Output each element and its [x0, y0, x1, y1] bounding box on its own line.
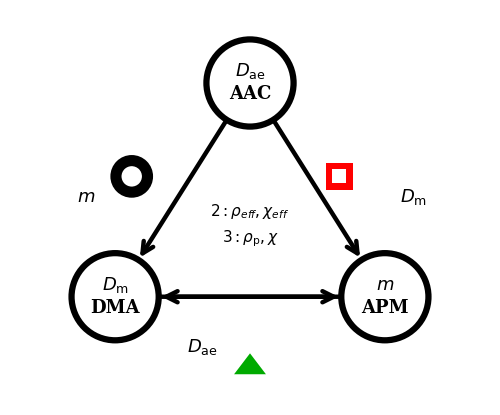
- Circle shape: [342, 253, 428, 340]
- Text: $D_{\mathrm{m}}$: $D_{\mathrm{m}}$: [400, 187, 427, 207]
- Text: $D_{\mathrm{ae}}$: $D_{\mathrm{ae}}$: [187, 337, 218, 356]
- FancyBboxPatch shape: [332, 169, 346, 183]
- Text: $m$: $m$: [77, 188, 95, 206]
- Text: $D_{\mathrm{m}}$: $D_{\mathrm{m}}$: [102, 275, 128, 295]
- Circle shape: [206, 39, 294, 127]
- Text: $D_{\mathrm{ae}}$: $D_{\mathrm{ae}}$: [234, 61, 266, 81]
- Polygon shape: [234, 353, 266, 374]
- Circle shape: [72, 253, 158, 340]
- Text: $3: \rho_{\mathrm{p}}, \chi$: $3: \rho_{\mathrm{p}}, \chi$: [222, 228, 278, 249]
- FancyBboxPatch shape: [326, 163, 352, 190]
- Text: AAC: AAC: [229, 85, 271, 103]
- Text: APM: APM: [361, 298, 408, 317]
- Text: $2: \rho_{\mathit{eff}}, \chi_{\mathit{eff}}$: $2: \rho_{\mathit{eff}}, \chi_{\mathit{e…: [210, 202, 290, 221]
- Text: DMA: DMA: [90, 298, 140, 317]
- Text: $m$: $m$: [376, 276, 394, 294]
